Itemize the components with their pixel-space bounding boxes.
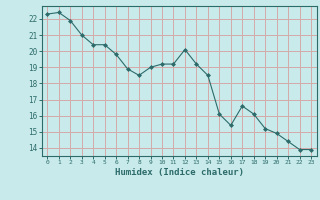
X-axis label: Humidex (Indice chaleur): Humidex (Indice chaleur) [115,168,244,177]
